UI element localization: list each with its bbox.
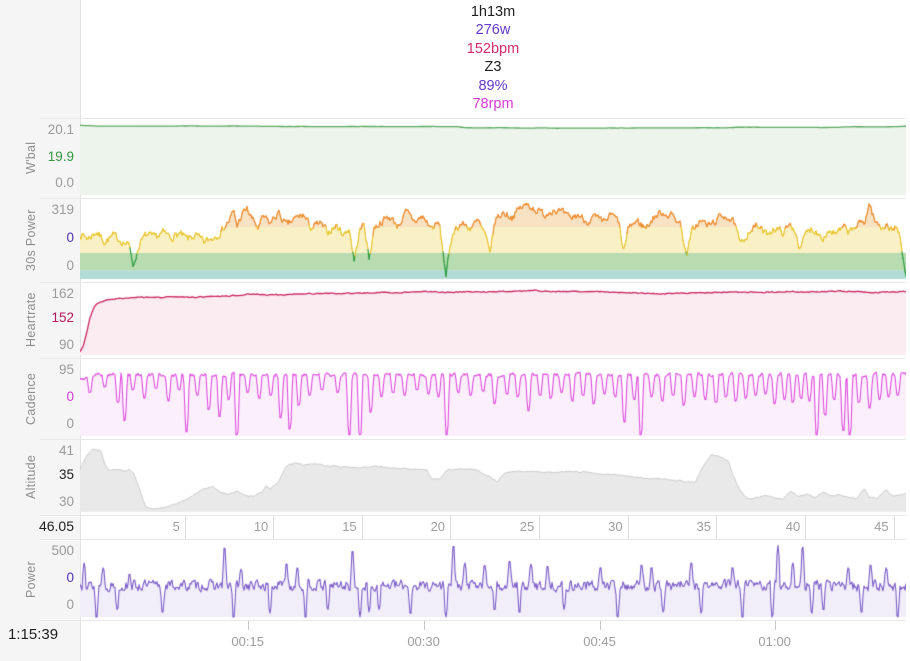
axis-cursor-wbal: 19.9 (47, 149, 74, 164)
axis-min-power: 0 (66, 597, 74, 612)
time-tick-mark (774, 621, 776, 630)
axis-max-30s-power: 319 (51, 202, 74, 217)
distance-tick-mark (361, 516, 363, 539)
time-total: 1:15:39 (8, 626, 59, 643)
panel-name-30s-power: 30s Power (24, 209, 38, 271)
panel-altitude (40, 439, 906, 516)
distance-tick-label: 40 (785, 519, 801, 534)
panel-cadence (40, 358, 906, 440)
panel-name-power: Power (24, 561, 38, 598)
axis-max-power: 500 (51, 543, 74, 558)
chart-hr[interactable] (80, 283, 906, 359)
chart-power[interactable] (80, 540, 906, 621)
distance-total: 46.05 (38, 518, 74, 534)
axis-max-heartrate: 162 (51, 286, 74, 301)
distance-tick-label: 5 (172, 519, 180, 534)
panel-name-altitude: Altitude (24, 454, 38, 500)
axis-max-altitude: 41 (58, 443, 74, 458)
axis-max-wbal: 20.1 (47, 122, 74, 137)
panel-name-heartrate: Heartrate (24, 292, 38, 348)
distance-tick-mark (893, 516, 895, 539)
distance-tick-mark (716, 516, 718, 539)
time-tick-mark (423, 621, 425, 630)
distance-tick-label: 10 (253, 519, 269, 534)
axis-min-altitude: 30 (58, 494, 74, 509)
stat-zone: Z3 (484, 59, 502, 76)
stat-intensity: 89% (478, 77, 508, 94)
stat-power: 276w (475, 22, 511, 39)
chart-wbal[interactable] (80, 119, 906, 199)
axis-cursor-30s-power: 0 (66, 230, 74, 245)
stat-duration: 1h13m (470, 4, 516, 20)
distance-axis-ticks: 5 10 15 20 25 30 35 40 45 (80, 516, 906, 539)
time-tick-label: 01:00 (758, 634, 791, 649)
panel-30s-power (40, 198, 906, 283)
distance-tick-label: 25 (519, 519, 535, 534)
distance-tick-mark (450, 516, 452, 539)
time-tick-label: 00:30 (407, 634, 440, 649)
panel-name-cadence: Cadence (24, 372, 38, 425)
distance-tick-label: 20 (430, 519, 446, 534)
distance-tick-label: 15 (342, 519, 357, 534)
distance-tick-mark (539, 516, 541, 539)
time-tick-mark (599, 621, 601, 630)
axis-min-wbal: 0.0 (55, 175, 74, 190)
distance-tick-mark (805, 516, 807, 539)
time-tick-label: 00:45 (583, 634, 616, 649)
axis-min-heartrate: 90 (58, 337, 74, 352)
panel-heartrate (40, 282, 906, 359)
distance-tick-mark (184, 516, 186, 539)
time-axis[interactable]: 00:15 00:30 00:45 01:00 (40, 620, 906, 661)
axis-max-cadence: 95 (58, 362, 74, 377)
axis-cursor-power: 0 (66, 570, 74, 585)
axis-min-cadence: 0 (66, 416, 74, 431)
axis-cursor-cadence: 0 (66, 389, 74, 404)
panel-name-wbal: W'bal (24, 141, 38, 175)
axis-min-30s-power: 0 (66, 258, 74, 273)
axis-cursor-altitude: 35 (58, 467, 74, 482)
distance-axis[interactable]: 5 10 15 20 25 30 35 40 45 (40, 515, 906, 540)
time-tick-label: 00:15 (231, 634, 264, 649)
distance-tick-label: 45 (874, 519, 889, 534)
time-axis-ticks: 00:15 00:30 00:45 01:00 (80, 621, 906, 661)
stat-heartrate: 152bpm (466, 40, 520, 57)
distance-tick-label: 30 (608, 519, 623, 534)
panel-wbal (40, 118, 906, 199)
stat-cadence: 78rpm (472, 96, 514, 113)
chart-cadence[interactable] (80, 359, 906, 440)
time-tick-mark (247, 621, 249, 630)
chart-power30[interactable] (80, 199, 906, 283)
distance-tick-label: 35 (696, 519, 712, 534)
distance-tick-mark (627, 516, 629, 539)
axis-cursor-heartrate: 152 (51, 310, 74, 325)
panel-power (40, 539, 906, 621)
chart-altitude[interactable] (80, 440, 906, 516)
hover-stats: 1h13m 276w 152bpm Z3 89% 78rpm (80, 3, 906, 113)
distance-tick-mark (273, 516, 275, 539)
